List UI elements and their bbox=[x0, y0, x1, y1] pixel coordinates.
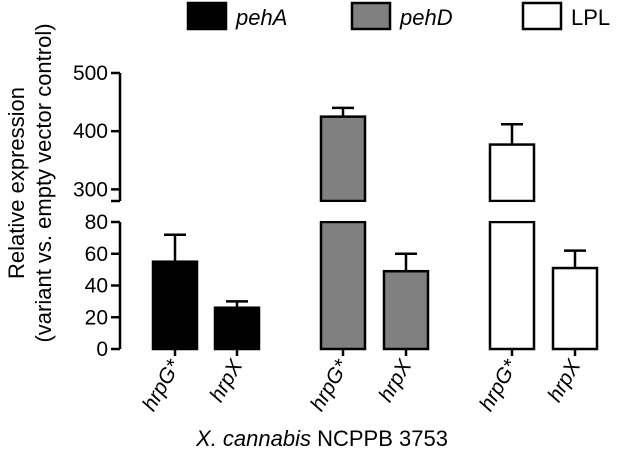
legend: pehA pehD LPL bbox=[186, 1, 610, 31]
x-axis-title-organism: X. cannabis bbox=[195, 426, 311, 451]
bar-break-gap-LPL-hrpG-star bbox=[487, 202, 537, 221]
y-tick-label-500: 500 bbox=[73, 62, 108, 85]
legend-swatch-pehA bbox=[186, 1, 228, 31]
x-tick-label-pehA-hrpG-star: hrpG* bbox=[138, 355, 186, 415]
bar-pehD-hrpG-star-lower bbox=[319, 220, 367, 351]
x-tick-label-pehD-hrpX: hrpX bbox=[374, 355, 417, 406]
legend-swatch-LPL bbox=[521, 1, 563, 31]
bar-LPL-hrpX bbox=[551, 266, 599, 351]
bar-pehA-hrpX bbox=[213, 306, 261, 351]
y-axis-title: Relative expression (variant vs. empty v… bbox=[4, 23, 56, 342]
x-tick-label-pehD-hrpG-star: hrpG* bbox=[306, 355, 354, 415]
bar-pehA-hrpG-star bbox=[151, 260, 199, 351]
y-tick-label-60: 60 bbox=[85, 243, 108, 266]
bar-LPL-hrpG-star-upper bbox=[488, 143, 536, 203]
y-tick-label-0: 0 bbox=[96, 338, 108, 361]
bar-break-gap-pehD-hrpG-star bbox=[318, 202, 368, 221]
legend-label-pehD: pehD bbox=[399, 5, 453, 30]
legend-swatch-pehD bbox=[350, 1, 392, 31]
x-tick-label-LPL-hrpX: hrpX bbox=[543, 355, 586, 406]
legend-label-LPL: LPL bbox=[571, 5, 610, 30]
x-tick-label-pehA-hrpX: hrpX bbox=[205, 355, 248, 406]
y-tick-label-300: 300 bbox=[73, 178, 108, 201]
y-tick-label-80: 80 bbox=[85, 211, 108, 234]
y-axis-title-line2: (variant vs. empty vector control) bbox=[31, 23, 56, 342]
y-tick-label-20: 20 bbox=[85, 306, 108, 329]
legend-label-pehA: pehA bbox=[235, 5, 287, 30]
y-axis-title-line1: Relative expression bbox=[4, 87, 29, 279]
bar-pehD-hrpG-star-upper bbox=[319, 115, 367, 203]
x-axis-title: X. cannabis NCPPB 3753 bbox=[195, 426, 448, 451]
bar-LPL-hrpG-star-lower bbox=[488, 220, 536, 351]
bars bbox=[151, 106, 599, 351]
bar-pehD-hrpX bbox=[382, 269, 430, 351]
y-tick-label-40: 40 bbox=[85, 275, 108, 298]
x-axis-title-strain: NCPPB 3753 bbox=[311, 426, 448, 451]
y-axis: 0 20 40 60 80 300 400 500 bbox=[73, 62, 122, 361]
y-tick-label-400: 400 bbox=[73, 120, 108, 143]
x-tick-label-LPL-hrpG-star: hrpG* bbox=[475, 355, 523, 415]
x-tick-labels: hrpG* hrpX hrpG* hrpX hrpG* hrpX bbox=[138, 349, 586, 415]
